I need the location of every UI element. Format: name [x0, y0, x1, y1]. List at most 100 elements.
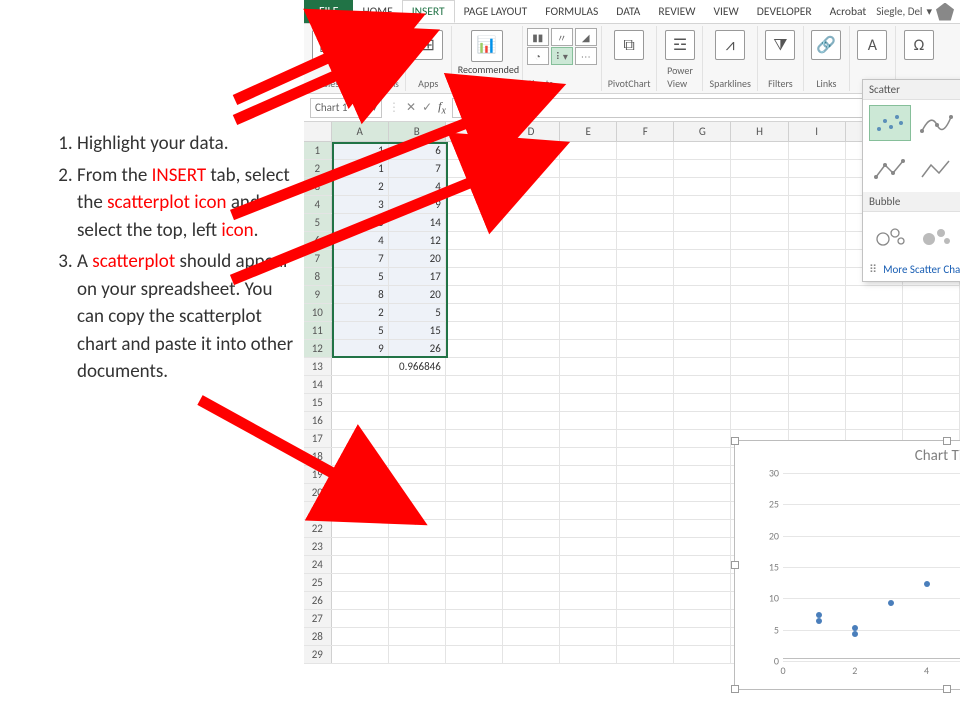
- cell[interactable]: [731, 340, 788, 357]
- cell[interactable]: 20: [389, 250, 446, 267]
- tab-insert[interactable]: INSERT: [402, 0, 455, 23]
- cell[interactable]: [674, 520, 731, 537]
- cell[interactable]: [503, 412, 560, 429]
- cell[interactable]: [560, 286, 617, 303]
- cell[interactable]: [903, 394, 960, 411]
- cell[interactable]: [560, 520, 617, 537]
- cell[interactable]: [503, 340, 560, 357]
- cell[interactable]: [389, 520, 446, 537]
- cell[interactable]: 26: [389, 340, 446, 357]
- cell[interactable]: [617, 250, 674, 267]
- group-links[interactable]: 🔗 Links: [804, 26, 850, 91]
- cell[interactable]: [789, 322, 846, 339]
- row-header[interactable]: 17: [304, 430, 332, 447]
- cell[interactable]: [446, 250, 503, 267]
- row-header[interactable]: 18: [304, 448, 332, 465]
- cell[interactable]: 5: [389, 304, 446, 321]
- cell[interactable]: [731, 232, 788, 249]
- cell[interactable]: [617, 538, 674, 555]
- group-recommended-charts[interactable]: 📊 Recommended Charts: [452, 26, 523, 91]
- cell[interactable]: [446, 178, 503, 195]
- cell[interactable]: [674, 610, 731, 627]
- cell[interactable]: [560, 214, 617, 231]
- cell[interactable]: [846, 394, 903, 411]
- cell[interactable]: [617, 466, 674, 483]
- cell[interactable]: [731, 142, 788, 159]
- cell[interactable]: [560, 160, 617, 177]
- cell[interactable]: [332, 646, 389, 663]
- cell[interactable]: [446, 610, 503, 627]
- cell[interactable]: [446, 466, 503, 483]
- cell[interactable]: [560, 628, 617, 645]
- cell[interactable]: [617, 592, 674, 609]
- cell[interactable]: [560, 592, 617, 609]
- cell[interactable]: [503, 592, 560, 609]
- cell[interactable]: [446, 214, 503, 231]
- cell[interactable]: 3: [332, 196, 389, 213]
- cell[interactable]: [789, 178, 846, 195]
- cell[interactable]: [503, 268, 560, 285]
- cell[interactable]: [503, 250, 560, 267]
- cell[interactable]: [332, 430, 389, 447]
- chart-bar-icon[interactable]: ▮▮: [527, 28, 549, 46]
- row-header[interactable]: 21: [304, 502, 332, 519]
- cell[interactable]: [503, 538, 560, 555]
- scatter-option-lines-nomarkers[interactable]: [915, 151, 957, 187]
- cell[interactable]: [903, 412, 960, 429]
- cell[interactable]: [446, 484, 503, 501]
- cell[interactable]: [674, 304, 731, 321]
- cell[interactable]: [503, 304, 560, 321]
- col-header-A[interactable]: A: [332, 122, 389, 141]
- cell[interactable]: [617, 628, 674, 645]
- cell[interactable]: [560, 538, 617, 555]
- cell[interactable]: [332, 376, 389, 393]
- cell[interactable]: [674, 646, 731, 663]
- user-label[interactable]: Siegle, Del ▾: [876, 0, 960, 23]
- cell[interactable]: [332, 610, 389, 627]
- cell[interactable]: [617, 178, 674, 195]
- cell[interactable]: 15: [389, 322, 446, 339]
- cell[interactable]: [332, 484, 389, 501]
- tab-pagelayout[interactable]: PAGE LAYOUT: [455, 0, 537, 23]
- cell[interactable]: [903, 340, 960, 357]
- cell[interactable]: [789, 358, 846, 375]
- cell[interactable]: [846, 340, 903, 357]
- tab-home[interactable]: HOME: [353, 0, 401, 23]
- cell[interactable]: [503, 178, 560, 195]
- col-header-C[interactable]: C: [446, 122, 503, 141]
- chart-line-icon[interactable]: 〃: [551, 28, 573, 46]
- cell[interactable]: [503, 142, 560, 159]
- cell[interactable]: [332, 574, 389, 591]
- cell[interactable]: [503, 646, 560, 663]
- cell[interactable]: [503, 358, 560, 375]
- cell[interactable]: [903, 358, 960, 375]
- cell[interactable]: [617, 646, 674, 663]
- cell[interactable]: [389, 574, 446, 591]
- cell[interactable]: [789, 304, 846, 321]
- row-header[interactable]: 9: [304, 286, 332, 303]
- cell[interactable]: [731, 358, 788, 375]
- cell[interactable]: [503, 196, 560, 213]
- cell[interactable]: [674, 394, 731, 411]
- cell[interactable]: [332, 538, 389, 555]
- cell[interactable]: [446, 646, 503, 663]
- tab-formulas[interactable]: FORMULAS: [536, 0, 607, 23]
- cell[interactable]: [560, 646, 617, 663]
- cell[interactable]: [731, 178, 788, 195]
- cell[interactable]: [617, 376, 674, 393]
- cell[interactable]: [389, 376, 446, 393]
- chart-area-icon[interactable]: ◢: [575, 28, 597, 46]
- col-header-I[interactable]: I: [789, 122, 846, 141]
- cell[interactable]: [503, 448, 560, 465]
- cell[interactable]: [617, 520, 674, 537]
- cell[interactable]: [617, 412, 674, 429]
- cell[interactable]: [674, 592, 731, 609]
- bubble-option-2d[interactable]: [869, 217, 911, 253]
- cell[interactable]: [446, 538, 503, 555]
- cell[interactable]: [389, 556, 446, 573]
- cell[interactable]: [674, 448, 731, 465]
- cell[interactable]: [332, 502, 389, 519]
- group-tables[interactable]: ▦ Tables: [304, 26, 350, 91]
- cell[interactable]: [560, 304, 617, 321]
- cell[interactable]: [617, 610, 674, 627]
